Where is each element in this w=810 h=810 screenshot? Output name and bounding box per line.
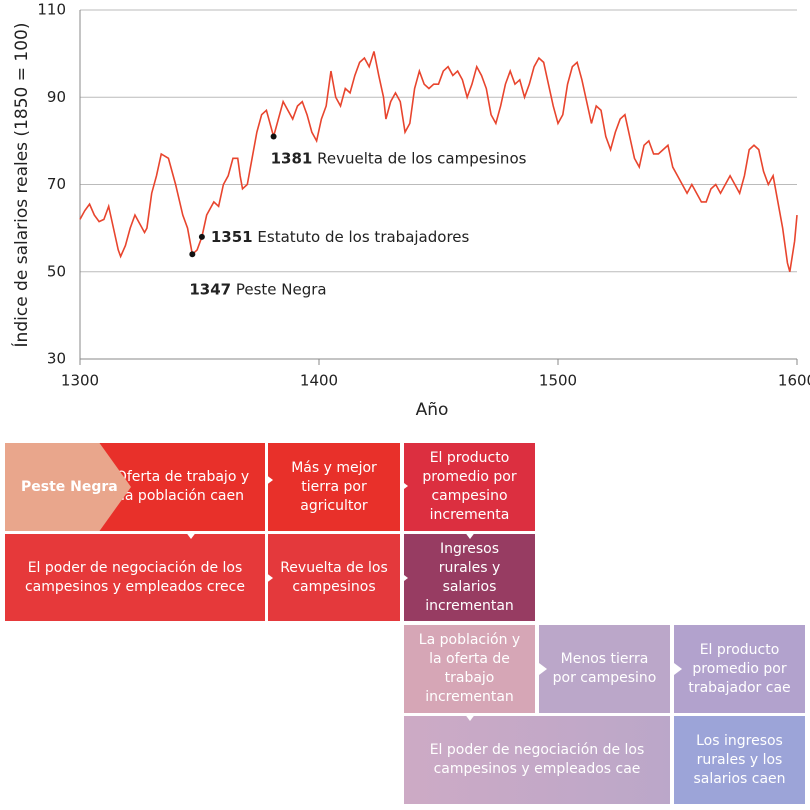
x-axis-label: Año xyxy=(416,400,449,420)
diagram-box: El producto promedio por campesino incre… xyxy=(404,443,535,531)
x-tick-label: 1400 xyxy=(300,372,338,390)
arrow xyxy=(265,572,273,584)
diagram-box: Revuelta de los campesinos xyxy=(268,534,400,621)
annotation-year: 1351 xyxy=(211,227,253,245)
diagram-box: Más y mejor tierra por agricultor xyxy=(268,443,400,531)
annotation-point xyxy=(270,133,277,140)
y-tick-label: 90 xyxy=(47,88,66,106)
arrow xyxy=(464,531,476,539)
chart: Índice de salarios reales (1850 = 100) A… xyxy=(10,1,810,421)
annotation-label: Revuelta de los campesinos xyxy=(317,149,527,167)
x-tick-label: 1300 xyxy=(61,372,99,390)
annotation-year: 1347 xyxy=(189,280,231,298)
arrow xyxy=(539,663,547,675)
annotation-year: 1381 xyxy=(271,149,313,167)
diagram-box: Los ingresos rurales y los salarios caen xyxy=(674,716,805,804)
y-axis-label: Índice de salarios reales (1850 = 100) xyxy=(10,23,32,348)
diagram-box: La población y la oferta de trabajo incr… xyxy=(404,625,535,713)
arrow xyxy=(400,572,408,584)
y-tick-label: 30 xyxy=(47,350,66,368)
diagram-box: El poder de negociación de los campesino… xyxy=(5,534,265,621)
y-tick-label: 50 xyxy=(47,262,66,280)
annotation-label: Peste Negra xyxy=(236,280,327,298)
arrow xyxy=(464,713,476,721)
diagram-box: El poder de negociación de los campesino… xyxy=(404,716,670,804)
arrow xyxy=(265,474,273,486)
y-tick-label: 110 xyxy=(37,1,66,19)
diagram-box: Menos tierra por campesino xyxy=(539,625,670,713)
arrow xyxy=(674,663,682,675)
annotation-point xyxy=(198,233,205,240)
arrow xyxy=(185,531,197,539)
annotation-label: Estatuto de los trabajadores xyxy=(257,227,469,245)
annotation: 1347 Peste Negra xyxy=(189,280,326,298)
annotation: 1351 Estatuto de los trabajadores xyxy=(211,227,470,245)
arrow xyxy=(400,480,408,492)
annotation: 1381 Revuelta de los campesinos xyxy=(271,149,527,167)
x-tick-label: 1600 xyxy=(778,372,810,390)
x-tick-label: 1500 xyxy=(539,372,577,390)
diagram-box: El producto promedio por trabajador cae xyxy=(674,625,805,713)
annotation-point xyxy=(189,251,196,258)
line xyxy=(79,51,798,272)
diagram-box: Ingresos rurales y salarios incrementan xyxy=(404,534,535,621)
y-tick-label: 70 xyxy=(47,175,66,193)
